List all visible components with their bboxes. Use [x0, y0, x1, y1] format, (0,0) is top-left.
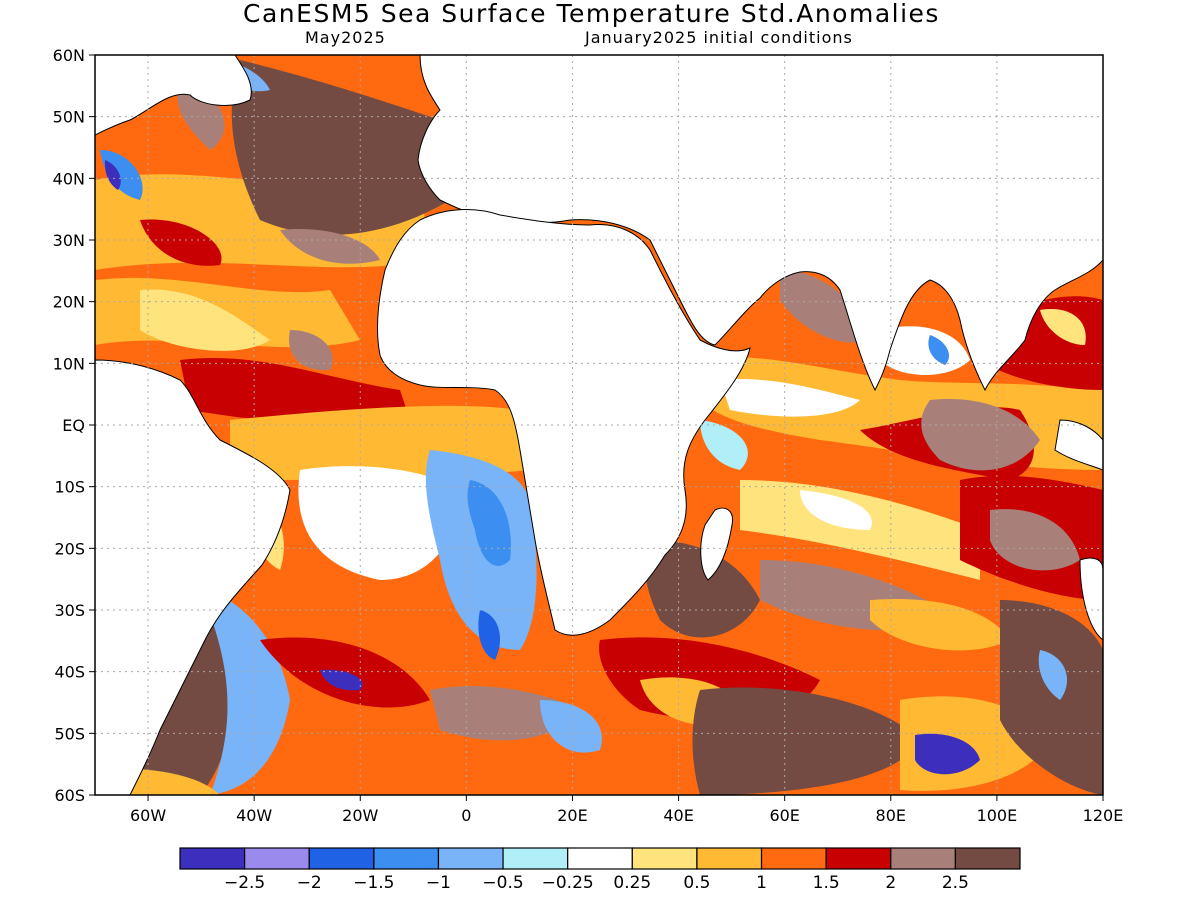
anomaly-region: [298, 466, 460, 580]
anomaly-region: [990, 509, 1080, 571]
colorbar-label: −0.5: [482, 873, 523, 893]
anomaly-region: [140, 289, 270, 351]
lon-tick-label: 60W: [130, 806, 166, 825]
map-title: CanESM5 Sea Surface Temperature Std.Anom…: [243, 0, 940, 28]
colorbar-swatch: [308, 847, 375, 870]
anomaly-region: [740, 480, 980, 580]
anomaly-region: [1040, 309, 1086, 345]
colorbar-label: −0.25: [542, 873, 594, 893]
anomaly-region: [915, 733, 980, 775]
lat-tick-label: 40S: [54, 663, 85, 682]
lat-tick-label: 30N: [53, 231, 85, 250]
anomaly-region: [921, 399, 1040, 471]
lat-tick-label: 50N: [53, 108, 85, 127]
lat-tick-label: 20N: [53, 293, 85, 312]
lat-tick-label: 50S: [54, 724, 85, 743]
lat-tick-label: 40N: [53, 169, 85, 188]
anomaly-region: [140, 219, 222, 266]
lon-tick-label: 40W: [236, 806, 272, 825]
anomaly-region: [104, 160, 121, 190]
colorbar-label: −1: [426, 873, 451, 893]
anomaly-region: [289, 330, 333, 371]
colorbar-swatch: [373, 847, 440, 870]
colorbar-label: −2: [297, 873, 322, 893]
lon-tick-label: 40E: [663, 806, 693, 825]
colorbar-swatch: [825, 847, 892, 870]
colorbar-swatch: [502, 847, 569, 870]
colorbar-label: 0.5: [683, 873, 710, 893]
anomaly-region: [644, 540, 760, 638]
colorbar-label: −2.5: [224, 873, 265, 893]
south-america-landmass: [95, 359, 291, 795]
forecast-month: May2025: [305, 28, 386, 47]
anomaly-region: [800, 490, 872, 530]
colorbar-swatch: [179, 847, 246, 870]
colorbar-swatch: [244, 847, 310, 870]
lon-tick-label: 20W: [342, 806, 378, 825]
lat-tick-label: 60N: [53, 46, 85, 65]
axis-labels: 60W 40W 20W 0 20E 40E 60E 80E 100E 120E 60N 50N 40N 3…: [53, 46, 1124, 825]
colorbar-label: 2: [885, 873, 896, 893]
colorbar-label: −1.5: [353, 873, 394, 893]
anomaly-region: [478, 610, 500, 660]
anomaly-region: [880, 326, 970, 375]
anomaly-region: [1038, 650, 1068, 700]
anomaly-region: [430, 686, 580, 741]
anomaly-region: [870, 599, 1010, 651]
anomaly-region: [1000, 600, 1103, 795]
lat-tick-label: 20S: [54, 539, 85, 558]
colorbar-swatch: [696, 847, 763, 870]
anomaly-region: [540, 700, 602, 753]
anomaly-region: [720, 379, 860, 417]
lat-tick-label: EQ: [62, 416, 85, 435]
anomaly-region: [231, 60, 450, 235]
colorbar-label: 2.5: [942, 873, 969, 893]
anomaly-region: [177, 80, 225, 150]
lat-tick-label: 10N: [53, 354, 85, 373]
anomaly-region: [467, 480, 511, 566]
colorbar-swatch: [567, 847, 633, 870]
madagascar-landmass: [700, 507, 734, 581]
lat-tick-label: 60S: [54, 786, 85, 805]
colorbar-swatch: [437, 847, 504, 870]
sumatra-landmass: [1054, 419, 1103, 471]
anomaly-region: [780, 270, 870, 343]
colorbar-swatch: [890, 847, 956, 870]
graticule: [95, 55, 1103, 795]
colorbar-swatch: [760, 847, 827, 870]
anomaly-region: [180, 357, 410, 425]
lon-tick-label: 20E: [557, 806, 587, 825]
colorbar: −2.5 −2 −1.5 −1 −0.5 −0.25 0.25 0.5 1 1.5 2 2.5: [179, 847, 1021, 893]
lon-tick-label: 100E: [977, 806, 1018, 825]
lat-tick-label: 10S: [54, 478, 85, 497]
colorbar-swatch: [954, 847, 1021, 870]
colorbar-label: 1.5: [813, 873, 840, 893]
anomaly-region: [100, 150, 143, 200]
lon-tick-label: 0: [461, 806, 471, 825]
anomaly-region: [320, 669, 363, 691]
lon-tick-label: 80E: [876, 806, 906, 825]
colorbar-swatch: [631, 847, 698, 870]
north-america-landmass: [95, 55, 252, 136]
lon-tick-label: 120E: [1083, 806, 1124, 825]
anomaly-region: [692, 687, 920, 795]
anomaly-region: [280, 229, 380, 264]
lon-tick-label: 60E: [769, 806, 799, 825]
colorbar-label: 1: [756, 873, 767, 893]
colorbar-label: 0.25: [613, 873, 651, 893]
anomaly-region: [928, 335, 950, 365]
initial-conditions: January2025 initial conditions: [585, 28, 853, 47]
lat-tick-label: 30S: [54, 601, 85, 620]
anomaly-region: [700, 420, 748, 470]
